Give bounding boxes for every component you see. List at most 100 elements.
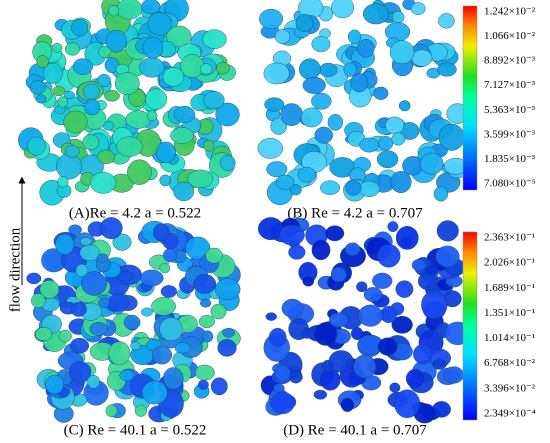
pore <box>141 380 168 405</box>
pore <box>34 327 53 341</box>
pore <box>139 57 165 78</box>
pore <box>398 100 411 112</box>
pore <box>130 341 141 351</box>
pore <box>314 126 333 144</box>
pore <box>288 370 303 384</box>
pore <box>263 62 290 85</box>
pore <box>220 154 236 172</box>
pore <box>377 337 398 356</box>
colorbar-label: 1.014×10⁻¹ <box>484 332 535 344</box>
pore <box>152 345 172 365</box>
pore <box>31 293 46 309</box>
pore <box>314 322 338 346</box>
pore <box>362 3 390 25</box>
pore <box>389 382 401 393</box>
pore <box>98 297 111 308</box>
pore <box>402 156 424 176</box>
pore <box>437 62 457 77</box>
pore <box>311 239 331 261</box>
pore <box>432 359 447 370</box>
colorbar-label: 8.892×10⁻³ <box>484 55 536 67</box>
colorbar-label: 2.349×10⁻⁴ <box>484 408 536 420</box>
pore <box>69 337 89 354</box>
pore <box>380 305 397 324</box>
pore <box>99 217 123 240</box>
pore <box>68 224 82 235</box>
pore <box>281 298 304 318</box>
pore <box>350 327 364 341</box>
colorbar-label: 7.127×10⁻³ <box>484 79 536 91</box>
pore <box>419 152 444 175</box>
pore <box>394 389 421 418</box>
pore <box>114 72 140 95</box>
colorbar-label: 1.689×10⁻¹ <box>484 282 535 294</box>
side-label: flow direction <box>7 227 23 312</box>
pore <box>71 18 89 37</box>
pore <box>187 169 214 188</box>
pore <box>217 339 237 357</box>
pore <box>384 22 411 42</box>
pore <box>210 377 228 396</box>
pore <box>372 272 393 289</box>
caption: (A)Re = 4.2 a = 0.522 <box>69 205 201 221</box>
pore <box>146 110 158 122</box>
colorbar-label: 7.080×10⁻⁵ <box>484 178 536 190</box>
pore <box>82 83 100 100</box>
pore <box>36 55 49 68</box>
pore <box>156 141 176 164</box>
pore <box>391 10 405 24</box>
pore <box>96 253 109 263</box>
pore <box>80 237 92 246</box>
pore <box>105 404 118 418</box>
pore <box>376 150 399 169</box>
pore <box>127 159 152 185</box>
pore <box>288 318 309 340</box>
pore <box>43 62 63 84</box>
pore <box>63 110 88 134</box>
pore <box>205 247 223 264</box>
pore <box>340 397 355 412</box>
pore <box>417 271 438 291</box>
pore <box>390 171 412 193</box>
pore <box>26 272 42 285</box>
pore <box>145 88 167 110</box>
pore <box>320 180 341 195</box>
pore <box>72 58 93 75</box>
pore <box>119 369 135 382</box>
pore <box>141 0 161 14</box>
pore <box>141 307 153 317</box>
pore <box>159 174 172 187</box>
pore <box>330 266 347 283</box>
pore <box>51 43 63 53</box>
pore <box>97 149 115 165</box>
pore <box>395 280 414 298</box>
pore <box>216 61 230 75</box>
pore <box>89 172 117 194</box>
caption: (D) Re = 40.1 a = 0.707 <box>283 422 427 438</box>
caption: (B) Re = 4.2 a = 0.707 <box>287 205 423 221</box>
pore <box>377 244 401 268</box>
pore <box>200 298 212 308</box>
pore <box>311 35 331 53</box>
pore <box>97 73 111 88</box>
pore <box>358 180 380 197</box>
pore <box>151 297 176 316</box>
pore <box>259 8 283 30</box>
pore <box>411 49 433 67</box>
pore <box>302 76 326 94</box>
pore <box>311 92 332 110</box>
pore <box>174 342 191 354</box>
pore <box>378 135 394 151</box>
pore <box>134 404 147 417</box>
colorbar-label: 1.242×10⁻² <box>484 6 536 18</box>
pore <box>125 110 152 129</box>
pore <box>438 13 455 29</box>
pore <box>345 180 362 196</box>
pore <box>353 354 377 379</box>
pore <box>347 29 362 45</box>
pore <box>329 312 349 328</box>
pore <box>84 98 100 116</box>
pore <box>268 327 287 347</box>
pore <box>163 248 177 263</box>
